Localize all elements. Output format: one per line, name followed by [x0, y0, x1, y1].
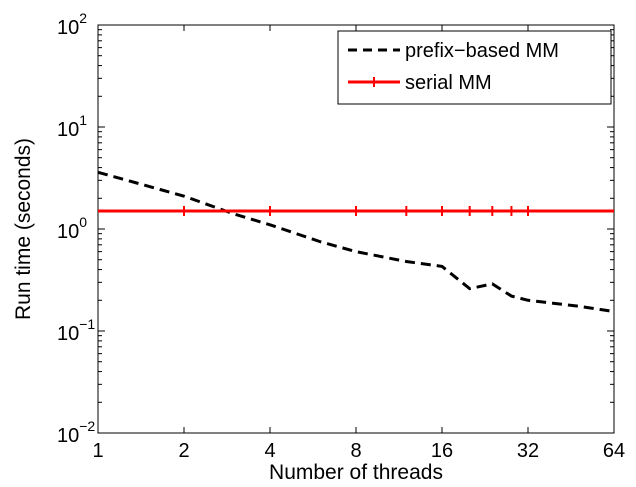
serial-marker	[437, 206, 447, 217]
legend-label-serial: serial MM	[405, 72, 492, 94]
serial-marker	[179, 206, 189, 217]
serial-marker	[401, 206, 412, 217]
serial-marker	[464, 206, 475, 217]
legend-marker-serial	[369, 77, 379, 87]
y-tick-label: 10−2	[57, 418, 95, 447]
serial-marker	[487, 206, 498, 217]
x-axis-label: Number of threads	[269, 461, 443, 484]
x-tick-label: 2	[178, 440, 189, 462]
serial-marker	[506, 206, 517, 217]
y-axis-label: Run time (seconds)	[12, 138, 35, 320]
serial-marker	[523, 206, 533, 217]
legend: prefix−based MM serial MM	[337, 30, 612, 105]
y-tick-label: 102	[57, 10, 87, 39]
legend-box	[337, 30, 612, 105]
serial-marker	[351, 206, 361, 217]
x-tick-label: 1	[92, 440, 103, 462]
x-tick-label: 32	[517, 440, 539, 462]
y-tick-labels: 10−2 10−1 100 101 102	[57, 10, 95, 447]
legend-label-prefix: prefix−based MM	[405, 40, 559, 62]
series-line-prefix-based	[97, 170, 615, 314]
x-tick-labels: 1 2 4 8 16 32 64	[92, 440, 625, 462]
y-tick-label: 10−1	[57, 316, 95, 345]
axis-ticks	[97, 24, 615, 434]
series-layer	[97, 170, 615, 314]
y-tick-label: 100	[57, 214, 87, 243]
x-tick-label: 16	[431, 440, 453, 462]
x-tick-label: 64	[603, 440, 625, 462]
y-tick-label: 101	[57, 112, 87, 141]
x-tick-label: 8	[350, 440, 361, 462]
serial-marker	[265, 206, 275, 217]
x-tick-label: 4	[264, 440, 275, 462]
